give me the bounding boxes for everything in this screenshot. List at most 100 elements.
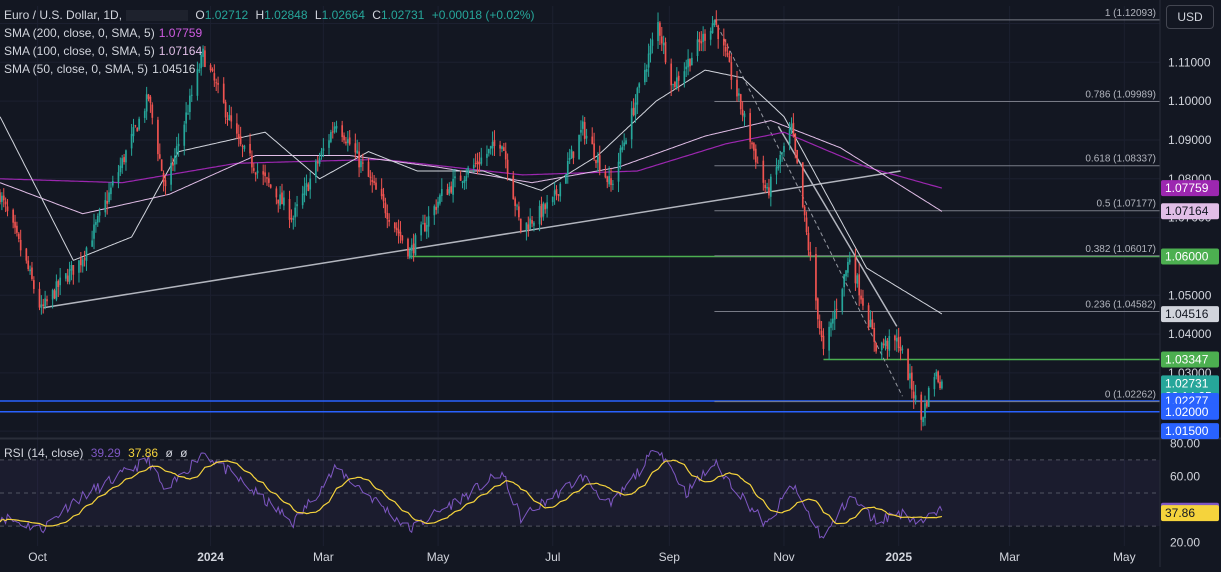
candle-body [183,124,186,146]
candle-body [145,94,148,112]
candle-body [743,113,746,118]
candle-body [98,211,101,216]
trendline[interactable] [777,125,898,327]
time-axis[interactable]: Oct 2024 Mar May Jul Sep Nov 2025 Mar May [28,550,1135,564]
candle-body [685,66,688,70]
price-axis-label-bg [1161,351,1219,368]
rsi-tick-label: 80.00 [1170,436,1200,450]
candle-body [305,183,308,187]
candle-body [345,141,347,144]
candle-body [222,83,225,103]
candle-body [241,145,244,147]
candle-body [764,184,767,189]
candle-body [670,63,673,86]
candle-body [53,290,56,299]
candle-body [157,119,159,155]
candle-body [845,270,847,277]
sma200-legend[interactable]: SMA (200, close, 0, SMA, 5) 1.07759 [4,24,538,42]
candle-body [407,238,409,257]
candle-body [96,215,99,223]
candle-body [910,372,913,390]
candle-body [623,142,626,147]
candle-body [807,232,810,251]
candle-body [659,22,661,36]
candle-body [373,181,375,183]
trendlines[interactable] [43,19,903,397]
candle-body [215,82,218,84]
rsi-pane [0,449,1160,539]
candle-body [196,69,199,96]
fib-level-label: 0.236 (1.04582) [1085,300,1156,311]
fibonacci-retracement[interactable]: 1 (1.12093) 0.786 (1.09989) 0.618 (1.08337… [714,8,1160,403]
trendline[interactable] [43,170,901,309]
candle-body [691,57,693,66]
symbol-title[interactable]: Euro / U.S. Dollar, 1D, [4,8,123,22]
candle-body [595,160,597,164]
sma100-value: 1.07164 [158,44,203,58]
sma100-legend[interactable]: SMA (100, close, 0, SMA, 5) 1.07164 [4,42,538,60]
candle-body [226,118,229,120]
fib-level-label: 1 (1.12093) [1105,8,1156,19]
time-tick-label: Oct [28,550,47,564]
candle-body [290,218,293,220]
candle-body [256,170,259,174]
candle-body [78,260,80,273]
candle-body [924,403,926,419]
candle-body [792,122,795,136]
candle-body [533,222,535,226]
sma50-label: SMA (50, close, 0, SMA, 5) [4,62,149,76]
candle-body [414,235,417,256]
time-tick-label: May [1113,550,1136,564]
candle-body [224,102,227,118]
price-axis-label: 1.06000 [1165,249,1209,263]
candle-body [95,222,97,225]
candle-body [228,114,231,121]
price-axis-label: 1.07164 [1165,204,1209,218]
candle-body [446,189,449,195]
candle-body [922,417,924,423]
time-tick-label: 2025 [885,550,912,564]
candle-body [555,189,558,195]
candle-body [16,225,18,233]
candle-body [14,221,16,228]
time-tick-label: Mar [999,550,1020,564]
trendline[interactable] [713,19,903,397]
sma-lines [0,69,943,315]
candle-body [480,157,483,164]
candle-body [518,206,520,218]
candle-body [66,275,69,282]
candles [0,10,943,431]
price-tick-label: 1.10000 [1168,94,1212,108]
candle-body [709,30,712,40]
candle-body [698,39,701,43]
candle-body [895,337,898,342]
currency-button[interactable]: USD [1166,5,1214,29]
rsi-line [0,449,943,539]
candle-body [230,115,233,122]
candle-body [277,199,280,204]
candle-body [875,342,877,352]
candle-body [551,196,554,203]
candle-body [738,93,740,96]
sma50-legend[interactable]: SMA (50, close, 0, SMA, 5) 1.04516 [4,60,538,78]
candle-body [621,146,624,150]
candle-body [809,251,812,256]
ohlc-high-value: 1.02848 [264,8,308,22]
candle-body [606,176,609,183]
rsi-legend[interactable]: RSI (14, close) 39.29 37.86 ø ø [4,446,187,460]
candle-body [724,46,727,52]
candle-body [597,156,599,163]
candle-body [833,310,836,320]
candle-body [410,245,413,251]
candle-body [292,218,295,220]
candle-body [568,157,571,160]
candle-body [612,183,614,185]
horizontal-levels[interactable] [0,255,1160,413]
candle-body [435,206,438,210]
candle-body [843,274,845,288]
candle-body [711,23,714,34]
candle-body [754,148,757,163]
candle-body [912,391,915,399]
